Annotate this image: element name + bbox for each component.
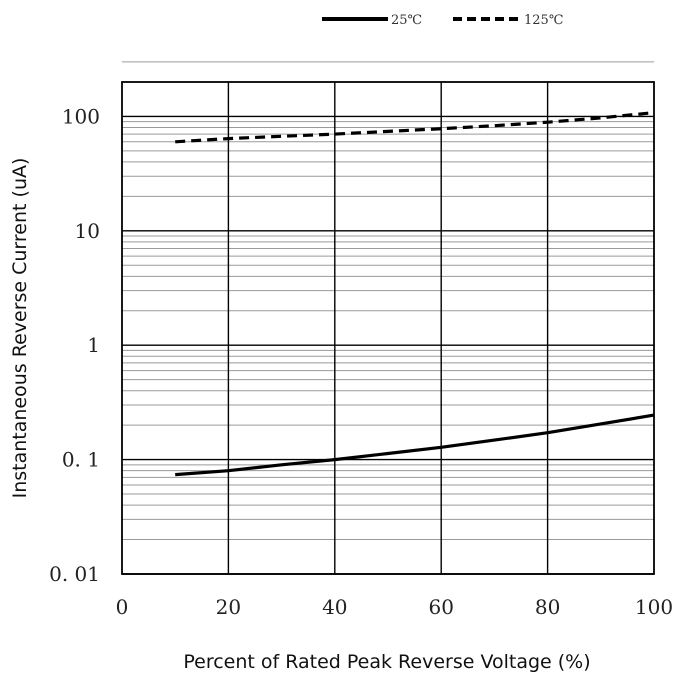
y-axis-title: Instantaneous Reverse Current (uA) (9, 158, 31, 499)
y-tick-label: 0. 1 (62, 448, 100, 472)
x-tick-label: 80 (535, 595, 560, 619)
x-tick-label: 40 (322, 595, 347, 619)
x-axis-title: Percent of Rated Peak Reverse Voltage (%… (183, 651, 590, 673)
legend: 25℃ 125℃ (322, 13, 563, 28)
y-tick-label: 100 (62, 104, 100, 128)
x-tick-label: 100 (635, 595, 673, 619)
plot-frame (121, 81, 655, 575)
minor-gridlines (122, 61, 654, 541)
y-tick-label: 10 (75, 219, 100, 243)
x-tick-label: 60 (428, 595, 453, 619)
series-layer (175, 111, 655, 477)
legend-label-25c: 25℃ (391, 13, 422, 28)
series-line-0 (175, 413, 655, 477)
y-tick-label: 1 (87, 333, 100, 357)
x-tick-label: 0 (116, 595, 129, 619)
legend-label-125c: 125℃ (524, 13, 563, 28)
y-tick-labels: 0. 01 0. 1 1 10 100 (49, 104, 100, 586)
major-gridlines (122, 82, 654, 575)
x-tick-labels: 0 20 40 60 80 100 (116, 595, 673, 619)
y-tick-label: 0. 01 (49, 562, 100, 586)
x-tick-label: 20 (216, 595, 241, 619)
